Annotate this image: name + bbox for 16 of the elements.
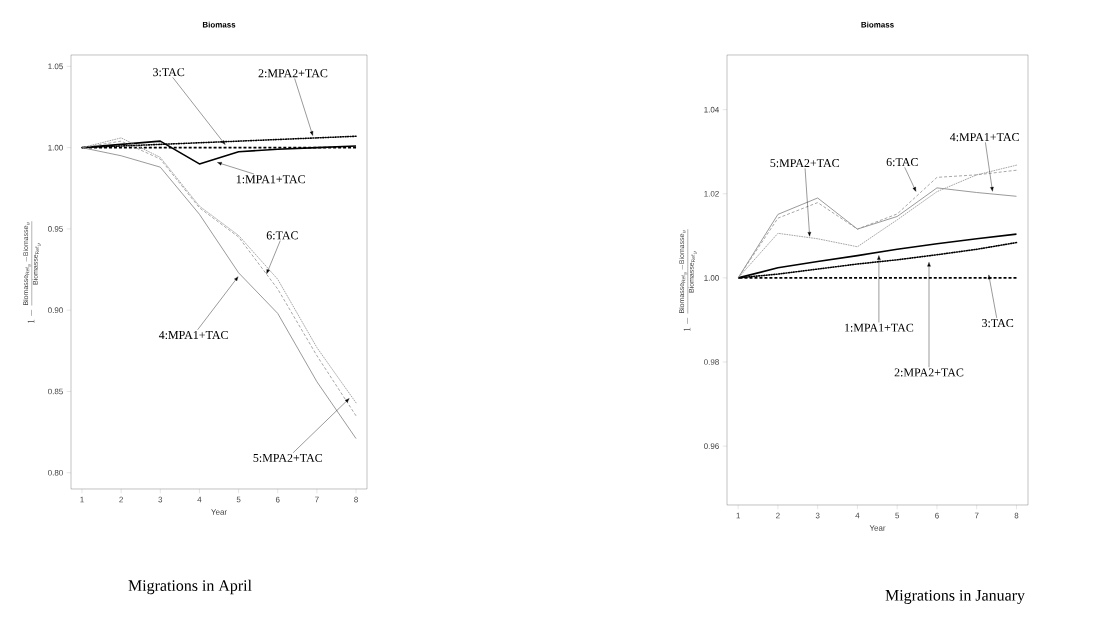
- annotation: 4:MPA1+TAC: [158, 331, 228, 340]
- annotation: 1:MPA1+TAC: [845, 323, 914, 332]
- annotation: 3:TAC: [153, 68, 185, 77]
- annotation: 2:MPA2+TAC: [894, 368, 964, 377]
- annotation: 4:MPA1+TAC: [949, 133, 1019, 142]
- annotation: 5:MPA2+TAC: [253, 453, 323, 462]
- text: Migrations in January: [885, 590, 1025, 604]
- y-axis-title: $1 - \frac{\mathrm{Biomasse}_{\mathrm{Ref}_y} - \mathrm{Biomasse}_y}{\mathrm{Biomasse}_{\mathrm{Ref}_y}}$: [22, 221, 41, 324]
- annotation: 1:MPA1+TAC: [236, 175, 305, 184]
- annotation: 6:TAC: [266, 231, 298, 240]
- annotation: 3:TAC: [982, 319, 1014, 328]
- annotation: 2:MPA2+TAC: [258, 69, 328, 78]
- text: Migrations in April: [128, 579, 252, 595]
- y-axis-title: $1 - \frac{\mathrm{Biomasse}_{\mathrm{Ref}_y} - \mathrm{Biomasse}_y}{\mathrm{Biomasse}_{\mathrm{Ref}_y}}$: [678, 229, 697, 332]
- annotation: 5:MPA2+TAC: [770, 159, 839, 168]
- annotation: 6:TAC: [886, 158, 918, 167]
